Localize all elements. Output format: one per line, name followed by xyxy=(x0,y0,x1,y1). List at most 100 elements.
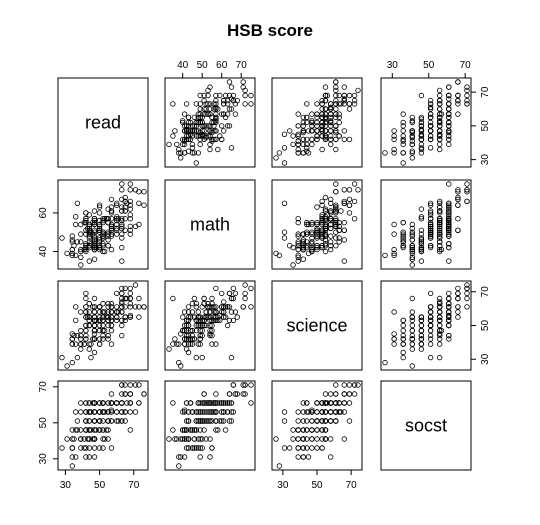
right-axis-tick-read: 30 xyxy=(471,154,491,165)
scatter-point xyxy=(176,341,182,347)
scatter-point xyxy=(213,304,219,310)
scatter-point xyxy=(226,418,233,424)
scatter-point xyxy=(78,254,84,260)
scatter-point xyxy=(427,229,434,235)
scatter-point xyxy=(220,418,227,424)
scatter-point xyxy=(328,233,334,239)
scatter-point xyxy=(418,146,425,153)
scatter-point xyxy=(427,104,434,110)
scatter-point xyxy=(179,118,186,124)
scatter-point xyxy=(338,101,344,107)
scatter-point xyxy=(224,111,231,117)
scatter-point xyxy=(96,317,103,324)
scatter-point xyxy=(185,445,192,451)
scatter-point xyxy=(446,96,452,102)
scatter-point xyxy=(437,332,443,339)
scatter-point xyxy=(314,427,320,433)
scatter-point xyxy=(209,304,215,310)
scatter-point xyxy=(96,314,103,320)
scatter-point xyxy=(177,155,184,161)
scatter-point xyxy=(333,235,339,241)
scatter-point xyxy=(391,133,397,139)
scatter-point xyxy=(119,332,125,339)
scatter-point xyxy=(136,304,142,310)
scatter-point xyxy=(319,214,325,220)
scatter-point xyxy=(464,290,470,297)
right-axis-tick-science: 70 xyxy=(471,286,491,297)
scatter-point xyxy=(322,133,329,139)
scatter-point xyxy=(78,436,84,442)
scatter-point xyxy=(295,146,301,153)
scatter-point xyxy=(338,409,344,415)
scatter-point xyxy=(427,219,434,226)
scatter-point xyxy=(324,92,330,99)
scatter-point xyxy=(290,427,296,433)
scatter-point xyxy=(213,341,219,347)
scatter-point xyxy=(322,136,329,143)
scatter-point xyxy=(446,332,452,339)
scatter-point xyxy=(300,427,306,433)
scatter-point xyxy=(122,215,128,222)
scatter-point xyxy=(446,181,452,187)
scatter-point xyxy=(351,97,358,104)
scatter-point xyxy=(83,314,89,320)
scatter-point xyxy=(91,208,98,214)
scatter-point xyxy=(96,400,103,406)
scatter-point xyxy=(213,400,219,406)
panel-frame xyxy=(57,380,149,471)
scatter-point xyxy=(333,391,339,397)
scatter-point xyxy=(400,237,406,243)
scatter-point xyxy=(119,382,125,388)
scatter-point xyxy=(322,123,329,129)
scatter-point xyxy=(91,295,98,302)
scatter-point xyxy=(201,123,207,129)
scatter-point xyxy=(309,445,315,451)
scatter-point xyxy=(234,391,240,397)
scatter-point xyxy=(309,221,315,228)
scatter-point xyxy=(409,346,415,352)
scatter-point xyxy=(409,244,415,251)
scatter-point xyxy=(213,106,219,112)
scatter-point xyxy=(105,309,111,315)
scatter-point xyxy=(295,254,301,260)
scatter-point xyxy=(91,327,98,334)
scatter-point xyxy=(418,341,425,347)
scatter-point xyxy=(341,391,347,397)
scatter-point xyxy=(409,317,415,324)
scatter-point xyxy=(96,418,103,424)
scatter-point xyxy=(427,322,434,329)
top-axis-tick-socst: 30 xyxy=(387,60,398,78)
scatter-point xyxy=(193,300,199,307)
scatter-point xyxy=(427,223,434,230)
scatter-point xyxy=(391,341,397,347)
scatter-point xyxy=(86,300,92,307)
scatter-point xyxy=(230,409,237,415)
scatter-point xyxy=(322,436,329,442)
scatter-point xyxy=(455,314,461,320)
scatter-point xyxy=(191,128,198,134)
scatter-point xyxy=(185,317,192,324)
scatter-point xyxy=(437,242,443,249)
scatter-point xyxy=(113,227,120,233)
scatter-point xyxy=(446,212,452,218)
scatter-point xyxy=(418,346,425,352)
scatter-point xyxy=(207,101,213,107)
scatter-point xyxy=(174,341,180,347)
scatter-point xyxy=(226,290,233,297)
scatter-point xyxy=(341,227,347,233)
scatter-point xyxy=(346,202,353,208)
scatter-point xyxy=(427,225,434,232)
scatter-point xyxy=(437,229,443,235)
scatter-point xyxy=(103,427,110,433)
scatter-point xyxy=(341,84,347,90)
scatter-point xyxy=(400,233,406,239)
scatter-point xyxy=(437,87,443,94)
scatter-point xyxy=(437,215,443,222)
scatter-point xyxy=(181,111,188,117)
scatter-point xyxy=(222,400,229,406)
scatter-point xyxy=(427,200,434,206)
scatter-point xyxy=(304,101,310,107)
scatter-point xyxy=(409,221,415,228)
scatter-point xyxy=(333,87,339,94)
scatter-point xyxy=(203,123,209,129)
